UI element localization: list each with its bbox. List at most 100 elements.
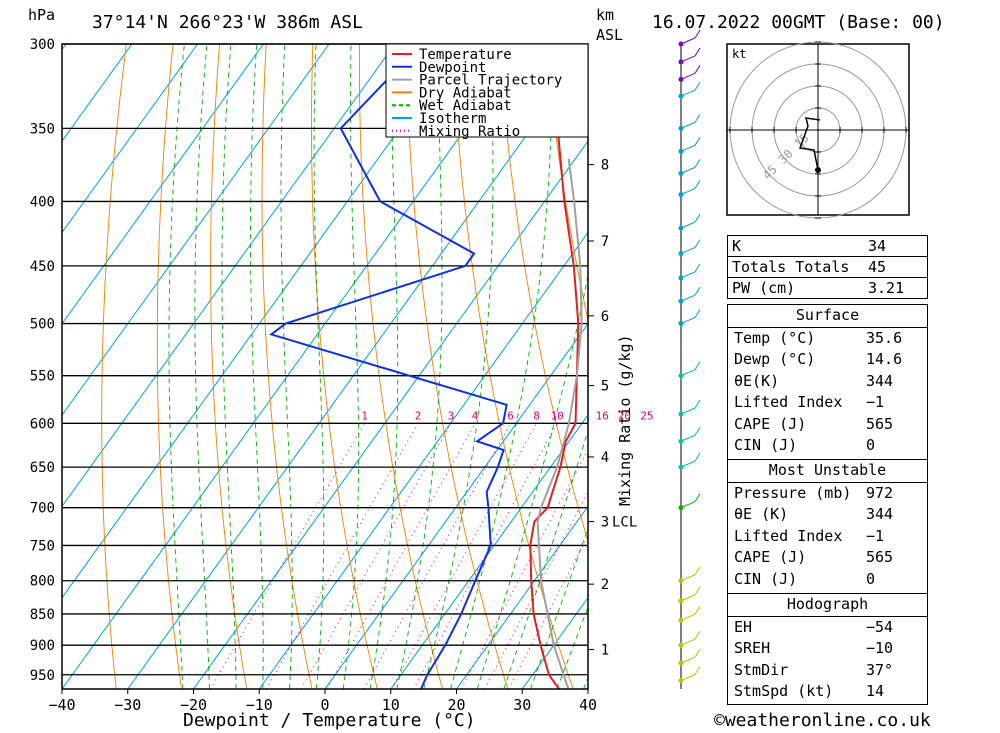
isotherm-line (62, 44, 330, 416)
indices-table: K 34 Totals Totals 45 PW (cm) 3.21 (727, 235, 928, 299)
wind-barb-flag (694, 263, 701, 273)
wind-barb-flag (694, 180, 701, 189)
index-row: K 34 (727, 235, 928, 257)
legend-label: Dewpoint (419, 60, 486, 76)
wet-adiabat-line (313, 44, 325, 689)
isotherm-line (62, 44, 264, 325)
pressure-tick-label: 750 (30, 538, 55, 554)
hodograph-stats-row: SREH −10 (734, 639, 894, 657)
most-unstable-panel: Most Unstable Pressure (mb) 972 θE (K) 344… (727, 459, 928, 594)
wet-adiabat-line (423, 44, 494, 689)
x-tick-label: −40 (48, 696, 75, 714)
wind-barb (680, 294, 696, 302)
wind-barb-flag (694, 137, 701, 146)
lcl-label: LCL (612, 515, 637, 531)
km-tick-label: 4 (601, 450, 609, 466)
pressure-tick-label: 950 (30, 668, 55, 684)
legend-label: Mixing Ratio (419, 124, 520, 140)
dry-adiabat-line (210, 44, 248, 689)
surface-row: θE(K) 344 (734, 371, 894, 390)
mixing-ratio-line (209, 423, 366, 689)
wind-barb (680, 55, 696, 63)
mixing-ratio-line (363, 423, 511, 689)
pressure-tick-label: 700 (30, 501, 55, 517)
dry-adiabat-line (965, 44, 1000, 689)
x-tick-label: 10 (382, 696, 400, 714)
wind-barb (680, 166, 696, 174)
km-tick-label: 3 (601, 515, 609, 531)
hodograph-stats-title: Hodograph (728, 594, 927, 617)
isotherm-line (62, 44, 67, 51)
dry-adiabat-line (452, 44, 574, 689)
isotherm-line (456, 505, 588, 689)
wind-barb-flag (694, 47, 701, 57)
wind-barb-flag (694, 630, 701, 640)
mixing-ratio-line (508, 534, 588, 689)
wind-barb (680, 434, 696, 442)
mixing-ratio-label: 3 (448, 409, 455, 422)
wind-barb-flag (694, 426, 701, 436)
x-tick-label: 30 (513, 696, 531, 714)
legend-label: Parcel Trajectory (419, 73, 562, 89)
pressure-tick-label: 300 (30, 37, 55, 53)
dry-adiabat-line (545, 44, 588, 323)
most-unstable-row: Lifted Index −1 (734, 526, 885, 545)
wet-adiabat-line (529, 526, 588, 689)
hodograph-surface-dot (815, 167, 821, 173)
hodograph-stats-row: StmDir 37° (734, 660, 894, 679)
pressure-tick-label: 800 (30, 574, 55, 590)
isotherm-line (390, 414, 588, 689)
hodograph-stats-row: StmSpd (kt) 14 (734, 682, 885, 700)
wind-barb-flag (694, 29, 701, 39)
index-row: PW (cm) 3.21 (727, 277, 928, 299)
wind-barb (680, 501, 696, 509)
isotherm-line (521, 596, 588, 689)
wet-adiabat-line (476, 273, 588, 689)
mixing-ratio-label: 6 (507, 409, 514, 422)
wind-barb (680, 37, 696, 45)
mixing-ratio-label: 2 (415, 409, 422, 422)
hodograph-stats-row: EH −54 (734, 617, 894, 636)
wind-barb (680, 221, 696, 229)
hodograph-unit: kt (732, 47, 746, 61)
pressure-tick-label: 350 (30, 121, 55, 137)
surface-panel: Surface Temp (°C) 35.6 Dewp (°C) 14.6 θE(K… (727, 304, 928, 460)
wet-adiabat-line (280, 44, 293, 689)
wind-barb-dot (678, 251, 684, 257)
wind-barb-flag (694, 309, 701, 318)
mixing-ratio-label: 10 (551, 409, 564, 422)
isotherm-line (258, 231, 588, 689)
mixing-ratio-label: 8 (533, 409, 540, 422)
index-row: Totals Totals 45 (727, 256, 928, 278)
x-axis-title: Dewpoint / Temperature (°C) (183, 710, 476, 731)
most-unstable-title: Most Unstable (728, 460, 927, 483)
pressure-tick-label: 550 (30, 369, 55, 385)
isotherm-line (324, 322, 588, 689)
wind-barb-flag (694, 213, 701, 223)
dry-adiabat-line (101, 44, 127, 689)
wind-barb (680, 613, 696, 621)
copyright-label[interactable]: ©weatheronline.co.uk (714, 710, 931, 731)
isotherm-line (127, 48, 588, 689)
wind-barb (680, 271, 696, 279)
wind-barb-flag (694, 239, 701, 248)
km-tick-label: 2 (601, 577, 609, 593)
dry-adiabat-line (311, 44, 378, 689)
legend-label: Wet Adiabat (419, 98, 512, 114)
mixing-ratio-label: 4 (472, 409, 479, 422)
mixing-ratio-label: 20 (618, 409, 631, 422)
wet-adiabat-line (168, 44, 185, 689)
hodograph-stats-panel: Hodograph EH −54 SREH −10 StmDir 37° StmSpd… (727, 593, 928, 705)
mixing-ratio-label: 1 (361, 409, 368, 422)
wind-barb-flag (694, 361, 701, 370)
km-tick-label: 5 (601, 379, 609, 395)
most-unstable-row: CAPE (J) 565 (734, 548, 894, 566)
wind-barb-flag (694, 452, 701, 462)
most-unstable-row: CIN (J) 0 (734, 569, 876, 588)
pressure-tick-label: 650 (30, 460, 55, 476)
dry-adiabat-line (156, 44, 182, 689)
wind-barb-flag (694, 65, 701, 74)
wind-barb-flag (694, 566, 701, 576)
